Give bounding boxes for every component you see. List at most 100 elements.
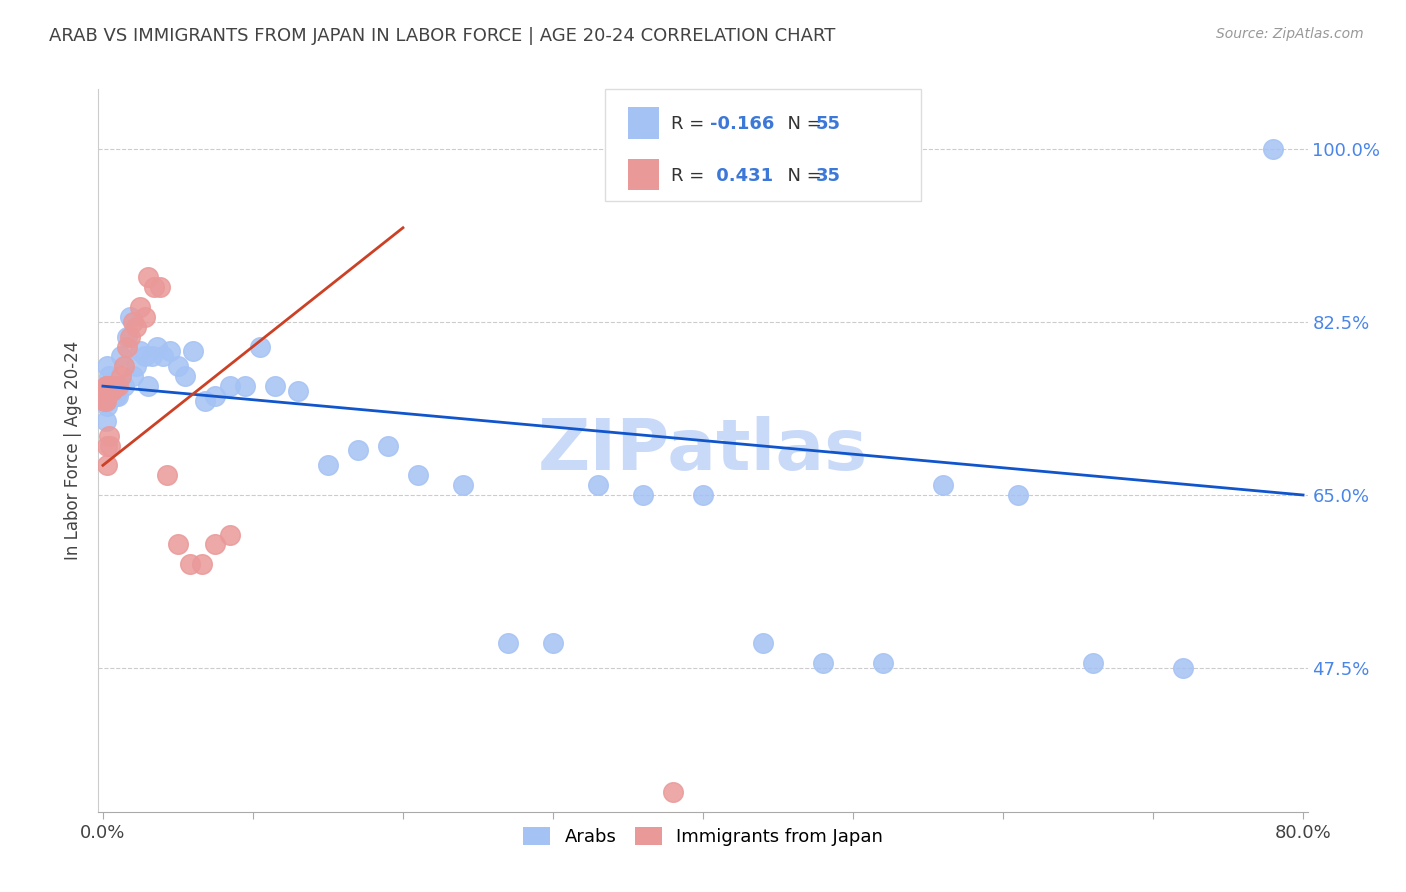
Text: ARAB VS IMMIGRANTS FROM JAPAN IN LABOR FORCE | AGE 20-24 CORRELATION CHART: ARAB VS IMMIGRANTS FROM JAPAN IN LABOR F… [49,27,835,45]
Point [752,636,775,650]
Point [122,315,145,329]
Text: 35: 35 [815,167,841,185]
Point [96,399,118,413]
Point [235,379,257,393]
Point [586,478,609,492]
Point [96,379,118,393]
Point [94,414,117,428]
Point [93,384,115,398]
Point [191,558,214,572]
Point [219,527,242,541]
Point [97,428,120,442]
Point [159,344,181,359]
Point [104,379,127,393]
Point [451,478,474,492]
Point [94,394,117,409]
Point [142,280,165,294]
Point [94,379,117,393]
Text: 55: 55 [815,115,841,134]
Point [96,394,118,409]
Point [125,359,148,374]
Point [264,379,287,393]
Point [101,389,124,403]
Text: N =: N = [776,115,828,134]
Point [97,384,120,398]
Point [156,468,179,483]
Point [115,339,138,353]
Point [662,785,685,799]
Point [406,468,429,483]
Point [96,384,118,398]
Point [96,458,118,473]
Point [347,443,370,458]
Point [167,359,190,374]
Point [96,359,118,374]
Point [811,657,834,671]
Point [94,389,117,403]
Point [1007,488,1029,502]
Text: R =: R = [671,167,710,185]
Point [167,537,190,551]
Point [93,394,115,409]
Legend: Arabs, Immigrants from Japan: Arabs, Immigrants from Japan [516,820,890,854]
Point [97,369,120,384]
Point [101,384,124,398]
Point [103,379,125,393]
Point [141,350,163,364]
Point [93,389,115,403]
Point [146,339,169,353]
Point [152,350,174,364]
Point [118,329,141,343]
Point [134,310,156,324]
Point [107,389,129,403]
Text: Source: ZipAtlas.com: Source: ZipAtlas.com [1216,27,1364,41]
Point [1171,661,1194,675]
Point [496,636,519,650]
Point [181,344,204,359]
Point [112,359,135,374]
Point [96,438,118,452]
Point [316,458,339,473]
Point [136,379,159,393]
Point [129,300,152,314]
Point [377,438,399,452]
Point [104,379,127,393]
Point [136,270,159,285]
Point [94,379,117,393]
Point [108,379,131,393]
Point [103,379,125,393]
Point [107,379,129,393]
Point [179,558,201,572]
Point [100,379,122,393]
Point [194,394,217,409]
Point [105,389,128,403]
Point [1081,657,1104,671]
Point [118,310,141,324]
Point [112,379,135,393]
Point [110,369,132,384]
Point [631,488,654,502]
Point [1261,142,1284,156]
Point [219,379,242,393]
Point [249,339,271,353]
Point [287,384,309,398]
Point [149,280,172,294]
Text: ZIPatlas: ZIPatlas [538,416,868,485]
Text: N =: N = [776,167,828,185]
Text: 0.431: 0.431 [710,167,773,185]
Point [100,438,122,452]
Point [134,350,156,364]
Point [129,344,152,359]
Point [100,384,122,398]
Point [204,389,226,403]
Point [872,657,894,671]
Point [110,350,132,364]
Point [204,537,226,551]
Text: R =: R = [671,115,710,134]
Point [122,369,145,384]
Text: -0.166: -0.166 [710,115,775,134]
Point [174,369,197,384]
Point [125,319,148,334]
Point [541,636,564,650]
Point [932,478,955,492]
